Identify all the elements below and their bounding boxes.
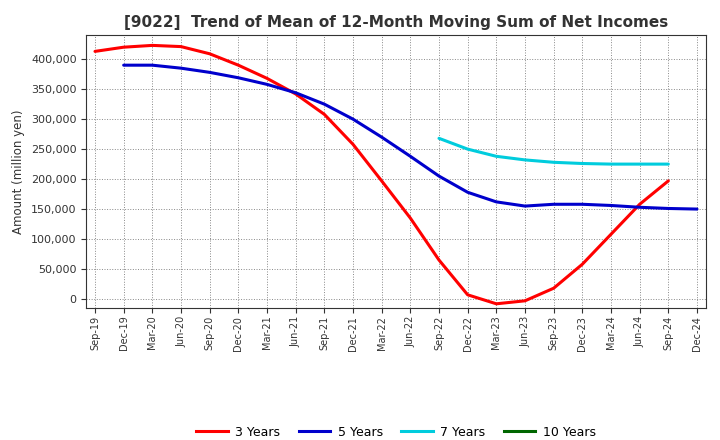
5 Years (492, 199, 500, 205)
3 Years (205, 51, 214, 56)
5 Years (578, 202, 587, 207)
5 Years (234, 75, 243, 81)
5 Years (549, 202, 558, 207)
3 Years (91, 49, 99, 54)
5 Years (377, 135, 386, 140)
5 Years (406, 154, 415, 159)
5 Years (664, 206, 672, 211)
3 Years (320, 112, 328, 117)
3 Years (664, 178, 672, 183)
5 Years (635, 205, 644, 210)
7 Years (435, 136, 444, 141)
Line: 7 Years: 7 Years (439, 138, 668, 164)
Line: 3 Years: 3 Years (95, 45, 668, 304)
3 Years (492, 301, 500, 306)
5 Years (292, 90, 300, 95)
Legend: 3 Years, 5 Years, 7 Years, 10 Years: 3 Years, 5 Years, 7 Years, 10 Years (192, 421, 600, 440)
3 Years (176, 44, 185, 49)
3 Years (234, 62, 243, 68)
Y-axis label: Amount (million yen): Amount (million yen) (12, 110, 25, 234)
7 Years (521, 157, 529, 162)
5 Years (464, 190, 472, 195)
3 Years (263, 76, 271, 81)
3 Years (120, 44, 128, 50)
7 Years (549, 160, 558, 165)
7 Years (578, 161, 587, 166)
5 Years (120, 62, 128, 68)
5 Years (521, 203, 529, 209)
3 Years (435, 257, 444, 263)
7 Years (492, 154, 500, 159)
3 Years (578, 262, 587, 267)
5 Years (435, 173, 444, 179)
3 Years (464, 292, 472, 297)
3 Years (148, 43, 157, 48)
3 Years (377, 178, 386, 183)
5 Years (320, 102, 328, 107)
Line: 5 Years: 5 Years (124, 65, 697, 209)
5 Years (607, 203, 616, 208)
7 Years (664, 161, 672, 167)
7 Years (607, 161, 616, 167)
3 Years (635, 202, 644, 207)
5 Years (176, 66, 185, 71)
3 Years (607, 231, 616, 237)
3 Years (549, 286, 558, 291)
3 Years (348, 142, 357, 147)
3 Years (521, 298, 529, 304)
3 Years (406, 216, 415, 221)
3 Years (292, 92, 300, 97)
5 Years (348, 117, 357, 122)
Title: [9022]  Trend of Mean of 12-Month Moving Sum of Net Incomes: [9022] Trend of Mean of 12-Month Moving … (124, 15, 668, 30)
7 Years (464, 147, 472, 152)
7 Years (635, 161, 644, 167)
5 Years (205, 70, 214, 75)
5 Years (148, 62, 157, 68)
5 Years (263, 82, 271, 87)
5 Years (693, 206, 701, 212)
